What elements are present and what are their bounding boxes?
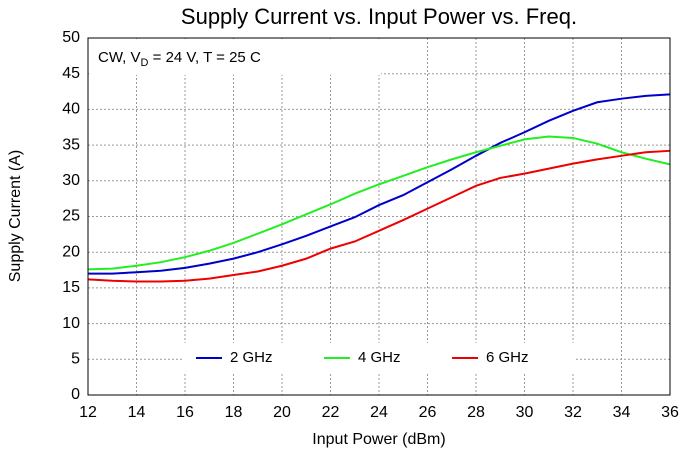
y-tick-label: 45 bbox=[62, 65, 80, 82]
series-line bbox=[88, 93, 671, 275]
series-line bbox=[87, 149, 671, 283]
y-tick-label: 30 bbox=[62, 172, 80, 189]
annotation-box bbox=[89, 39, 381, 75]
legend-box bbox=[182, 343, 576, 373]
y-tick-label: 20 bbox=[62, 243, 80, 260]
y-tick-label: 10 bbox=[62, 315, 80, 332]
x-tick-label: 14 bbox=[128, 404, 146, 421]
x-axis-label: Input Power (dBm) bbox=[312, 431, 445, 448]
y-tick-label: 40 bbox=[62, 101, 80, 118]
x-tick-label: 24 bbox=[370, 404, 388, 421]
x-tick-label: 18 bbox=[225, 404, 243, 421]
annotation: CW, VD = 24 V, T = 25 C bbox=[98, 49, 261, 69]
x-tick-label: 30 bbox=[516, 404, 534, 421]
x-tick-label: 12 bbox=[79, 404, 97, 421]
legend-label: 4 GHz bbox=[358, 349, 401, 366]
x-tick-label: 26 bbox=[419, 404, 437, 421]
annotation-part: CW, V bbox=[98, 49, 141, 66]
y-tick-label: 0 bbox=[71, 386, 80, 403]
y-tick-label: 50 bbox=[62, 29, 80, 46]
x-tick-label: 22 bbox=[322, 404, 340, 421]
x-tick-label: 28 bbox=[467, 404, 485, 421]
x-tick-label: 16 bbox=[176, 404, 194, 421]
chart-title: Supply Current vs. Input Power vs. Freq. bbox=[181, 4, 577, 29]
y-tick-label: 35 bbox=[62, 136, 80, 153]
x-tick-label: 20 bbox=[273, 404, 291, 421]
y-axis-label: Supply Current (A) bbox=[7, 150, 24, 283]
x-tick-label: 36 bbox=[661, 404, 679, 421]
y-tick-label: 15 bbox=[62, 279, 80, 296]
annotation-part: D bbox=[141, 57, 149, 69]
y-tick-label: 5 bbox=[71, 351, 80, 368]
annotation-part: = 24 V, T = 25 C bbox=[148, 49, 260, 66]
x-tick-label: 34 bbox=[613, 404, 631, 421]
legend-label: 2 GHz bbox=[230, 349, 273, 366]
x-tick-label: 32 bbox=[564, 404, 582, 421]
plot-border bbox=[87, 37, 671, 396]
legend-label: 6 GHz bbox=[486, 349, 529, 366]
series-line bbox=[87, 135, 671, 271]
y-tick-label: 25 bbox=[62, 208, 80, 225]
